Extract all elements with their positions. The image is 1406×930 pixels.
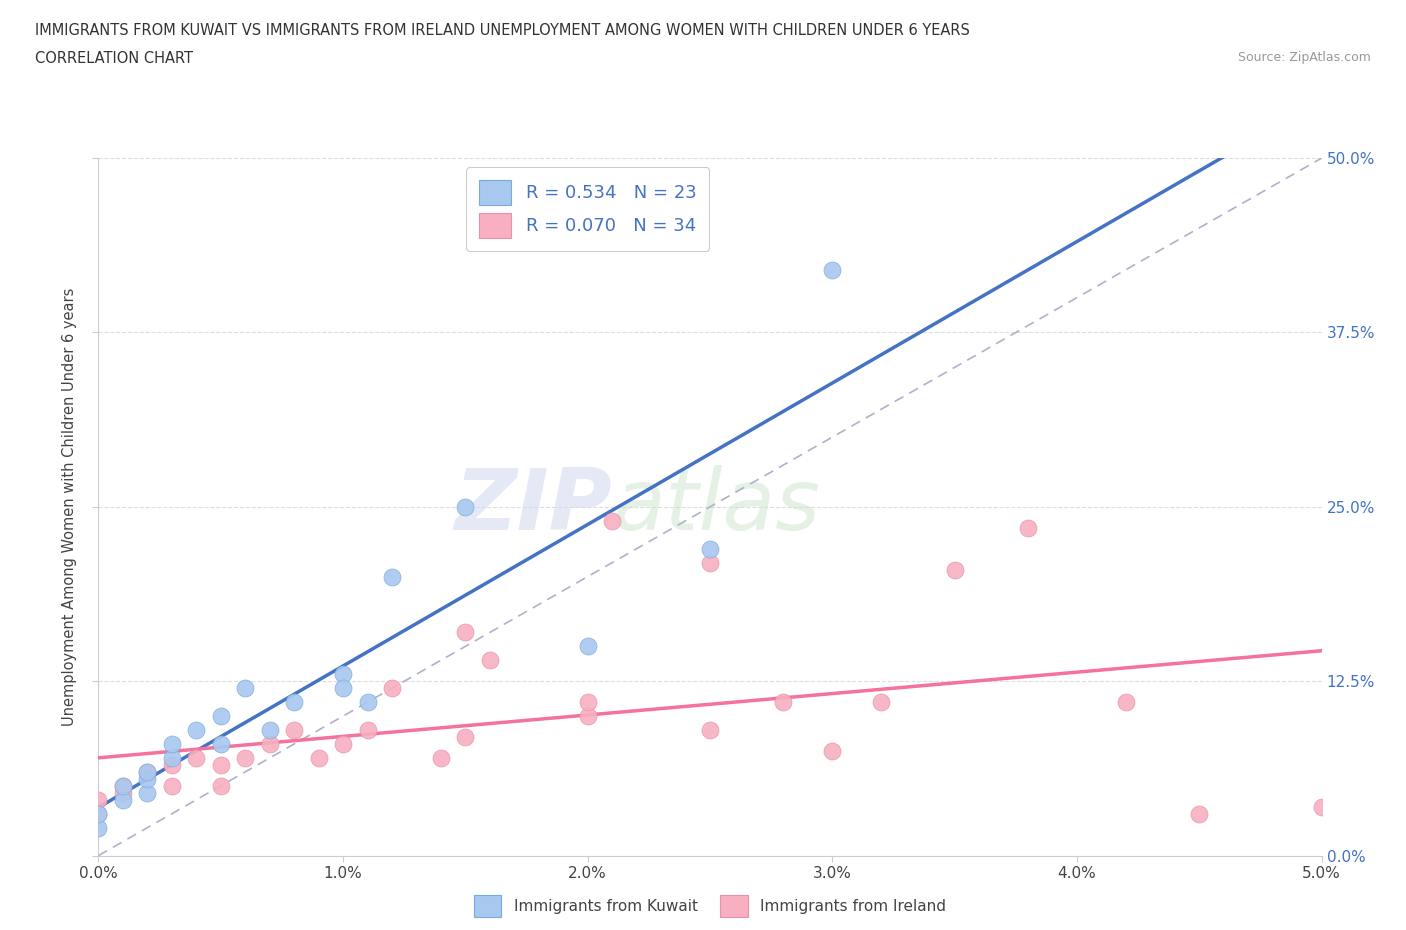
Point: [600, 513, 623, 528]
Point: [160, 751, 183, 765]
Point: [283, 723, 305, 737]
Point: [233, 751, 256, 765]
Point: [1017, 521, 1039, 536]
Text: CORRELATION CHART: CORRELATION CHART: [35, 51, 193, 66]
Point: [87, 792, 110, 807]
Point: [381, 569, 404, 584]
Point: [136, 764, 159, 779]
Point: [454, 729, 477, 744]
Y-axis label: Unemployment Among Women with Children Under 6 years: Unemployment Among Women with Children U…: [62, 287, 77, 726]
Point: [821, 262, 844, 277]
Point: [87, 806, 110, 821]
Point: [478, 653, 501, 668]
Point: [943, 562, 966, 577]
Point: [136, 785, 159, 800]
Point: [772, 695, 794, 710]
Point: [259, 723, 281, 737]
Point: [1310, 800, 1333, 815]
Point: [233, 681, 256, 696]
Point: [1115, 695, 1137, 710]
Text: atlas: atlas: [612, 465, 820, 549]
Point: [356, 695, 378, 710]
Text: Source: ZipAtlas.com: Source: ZipAtlas.com: [1237, 51, 1371, 64]
Point: [454, 625, 477, 640]
Point: [136, 764, 159, 779]
Point: [259, 737, 281, 751]
Point: [356, 723, 378, 737]
Point: [308, 751, 330, 765]
Point: [332, 667, 354, 682]
Point: [136, 772, 159, 787]
Point: [699, 723, 721, 737]
Point: [699, 541, 721, 556]
Point: [332, 737, 354, 751]
Point: [160, 778, 183, 793]
Point: [870, 695, 893, 710]
Point: [209, 757, 232, 772]
Point: [821, 744, 844, 759]
Point: [160, 737, 183, 751]
Point: [699, 555, 721, 570]
Point: [454, 499, 477, 514]
Point: [186, 751, 208, 765]
Text: ZIP: ZIP: [454, 465, 612, 549]
Point: [209, 778, 232, 793]
Legend: Immigrants from Kuwait, Immigrants from Ireland: Immigrants from Kuwait, Immigrants from …: [467, 888, 953, 924]
Point: [111, 778, 134, 793]
Point: [87, 806, 110, 821]
Point: [111, 778, 134, 793]
Point: [576, 695, 599, 710]
Point: [430, 751, 453, 765]
Point: [576, 709, 599, 724]
Point: [111, 785, 134, 800]
Point: [111, 792, 134, 807]
Point: [576, 639, 599, 654]
Point: [87, 820, 110, 835]
Point: [1188, 806, 1211, 821]
Point: [381, 681, 404, 696]
Point: [209, 737, 232, 751]
Point: [186, 723, 208, 737]
Point: [332, 681, 354, 696]
Point: [209, 709, 232, 724]
Point: [283, 695, 305, 710]
Point: [160, 757, 183, 772]
Text: IMMIGRANTS FROM KUWAIT VS IMMIGRANTS FROM IRELAND UNEMPLOYMENT AMONG WOMEN WITH : IMMIGRANTS FROM KUWAIT VS IMMIGRANTS FRO…: [35, 23, 970, 38]
